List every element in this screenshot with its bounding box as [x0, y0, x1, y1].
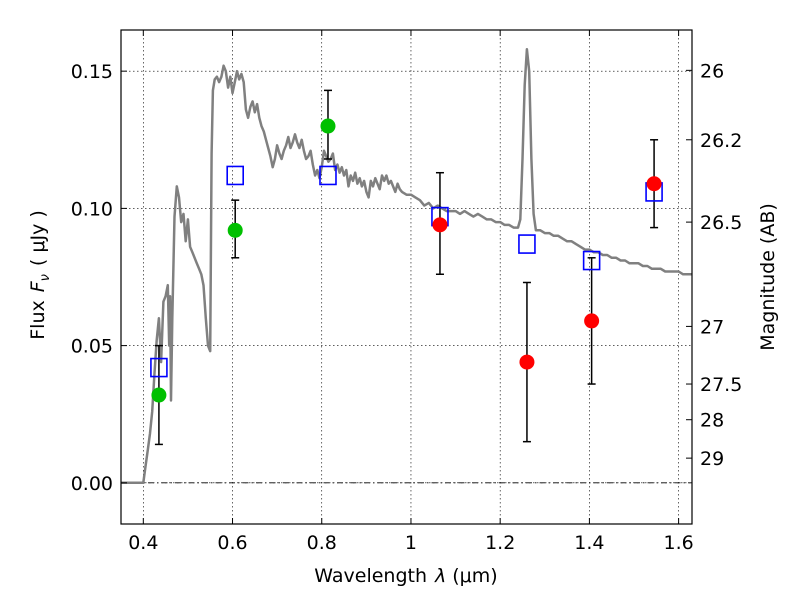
- data-point-circle: [227, 222, 243, 238]
- model-spectrum: [121, 47, 692, 485]
- y-axis-title-text: Flux: [27, 300, 49, 340]
- data-point-circle: [432, 217, 448, 233]
- grid-lines: [121, 30, 692, 524]
- y2-tick-label: 26: [700, 60, 724, 82]
- y2-tick-label: 26.5: [700, 212, 742, 234]
- data-point-circle: [584, 313, 600, 329]
- x-tick-label: 1: [405, 532, 417, 554]
- y2-tick-label: 27: [700, 316, 724, 338]
- x-axis-title: Wavelength λ (μm): [314, 565, 497, 587]
- y-tick-label: 0.15: [71, 61, 113, 83]
- data-point-square: [518, 234, 536, 254]
- data-point-square: [319, 165, 337, 186]
- data-markers: [150, 118, 663, 403]
- y-axis-title-unit: ( μJy ): [27, 210, 49, 266]
- y2-axis-title: Magnitude (AB): [757, 203, 779, 351]
- data-point-square: [150, 357, 168, 378]
- error-bars: [154, 89, 659, 446]
- x-axis-title-text: Wavelength: [314, 565, 427, 587]
- x-tick-label: 0.8: [307, 532, 337, 554]
- data-point-square: [226, 165, 244, 186]
- data-point-circle: [320, 118, 336, 134]
- x-tick-label: 0.6: [217, 532, 247, 554]
- x-tick-label: 0.4: [128, 532, 158, 554]
- y-tick-label: 0.05: [71, 336, 113, 358]
- y-tick-label: 0.10: [71, 198, 113, 220]
- data-point-square: [582, 250, 601, 271]
- y-axis-title: Flux Fν ( μJy ): [27, 210, 53, 340]
- y2-tick-label: 28: [700, 410, 724, 432]
- model-spectrum-line: [121, 47, 692, 485]
- data-point-circle: [519, 354, 535, 370]
- x-axis-title-symbol: λ: [434, 565, 446, 587]
- y2-tick-label: 26.2: [700, 130, 742, 152]
- y-axis-title-subscript: ν: [38, 274, 53, 281]
- x-tick-label: 1.4: [574, 532, 604, 554]
- y-axis-title-symbol: F: [27, 280, 49, 292]
- y2-tick-label: 27.5: [700, 374, 742, 396]
- x-tick-label: 1.6: [664, 532, 694, 554]
- y-axis-ticks: 0.00 0.05 0.10 0.15: [71, 61, 127, 495]
- y2-axis-ticks: 26 26.2 26.5 27 27.5 28 29: [686, 60, 742, 470]
- y2-tick-label: 29: [700, 448, 724, 470]
- data-point-circle: [151, 387, 167, 403]
- y-tick-label: 0.00: [71, 473, 113, 495]
- plot-frame: [120, 29, 693, 525]
- x-axis-title-unit: (μm): [452, 565, 497, 587]
- x-axis-ticks: 0.4 0.6 0.8 1 1.2 1.4 1.6: [128, 30, 694, 554]
- data-point-circle: [646, 176, 662, 192]
- x-tick-label: 1.2: [485, 532, 515, 554]
